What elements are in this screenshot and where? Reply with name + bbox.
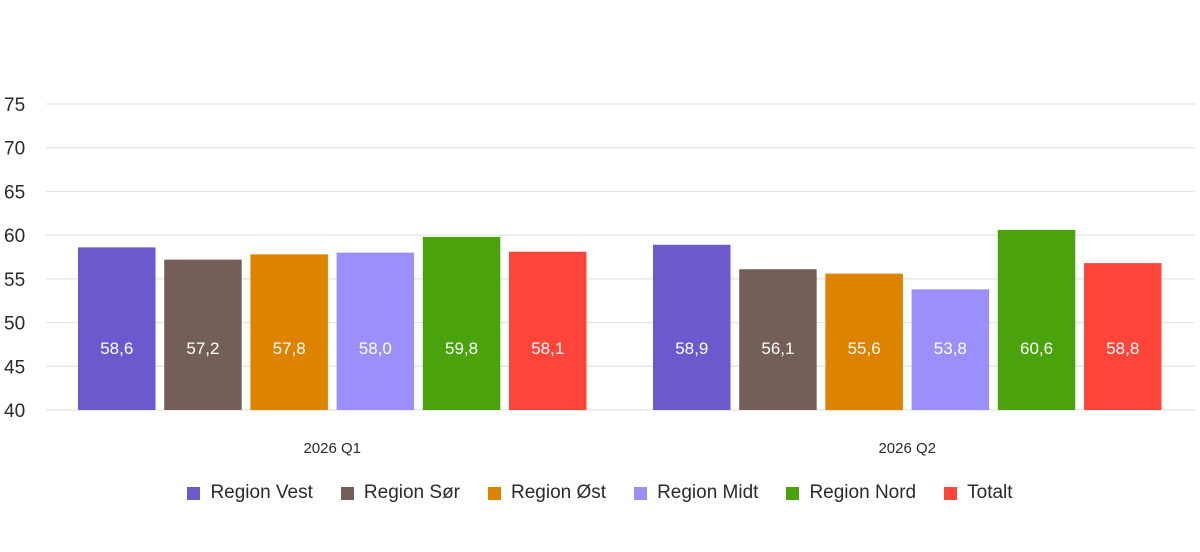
bar-data-label: 53,8 <box>934 339 967 358</box>
x-tick-label: 2026 Q1 <box>303 440 361 457</box>
y-tick-label: 50 <box>4 314 25 335</box>
bar <box>509 251 587 410</box>
legend-item[interactable]: Region Sør <box>340 482 461 504</box>
bar <box>911 289 990 410</box>
bar-data-label: 55,6 <box>848 339 881 358</box>
y-tick-label: 60 <box>4 226 25 247</box>
legend-swatch <box>187 486 201 500</box>
legend-item[interactable]: Totalt <box>944 482 1013 504</box>
legend-item[interactable]: Region Midt <box>634 482 758 504</box>
legend-item[interactable]: Region Nord <box>786 482 916 504</box>
legend-label: Region Sør <box>363 482 461 503</box>
y-axis-tick-labels: 40 45 50 55 60 65 70 75 <box>4 95 25 422</box>
bar-data-label: 60,6 <box>1020 339 1053 358</box>
legend-label: Region Øst <box>511 482 607 503</box>
bar <box>653 244 731 410</box>
bar-data-label: 58,6 <box>100 339 133 358</box>
y-tick-label: 40 <box>4 401 25 422</box>
x-axis-tick-labels: 2026 Q1 2026 Q2 <box>303 440 936 457</box>
bar-data-label: 58,8 <box>1106 339 1139 358</box>
bar-data-label: 58,0 <box>359 339 392 358</box>
legend-swatch <box>488 486 502 500</box>
y-tick-label: 55 <box>4 270 25 291</box>
bar-data-label: 59,8 <box>445 339 478 358</box>
bar <box>997 229 1076 410</box>
legend: Region Vest Region Sør Region Øst Region Mi… <box>0 478 1200 508</box>
bar <box>164 259 242 410</box>
legend-label: Region Midt <box>657 482 759 503</box>
legend-swatch <box>944 486 958 500</box>
legend-label: Region Nord <box>809 482 917 503</box>
y-tick-label: 70 <box>4 139 25 160</box>
legend-item[interactable]: Region Vest <box>187 482 313 504</box>
legend-label: Region Vest <box>210 482 313 503</box>
y-tick-label: 75 <box>4 95 25 116</box>
x-tick-label: 2026 Q2 <box>878 440 936 457</box>
bar-data-label: 58,9 <box>675 339 708 358</box>
legend-swatch <box>634 486 648 500</box>
bar <box>825 273 903 410</box>
bar-data-label: 57,8 <box>273 339 306 358</box>
bar <box>739 269 817 410</box>
bar <box>250 254 328 410</box>
bar-data-label: 56,1 <box>761 339 794 358</box>
bars <box>78 229 1162 410</box>
y-tick-label: 65 <box>4 182 25 203</box>
legend-label: Totalt <box>967 482 1013 503</box>
legend-item[interactable]: Region Øst <box>488 482 606 504</box>
bar-data-labels: 58,6 57,2 57,8 58,0 59,8 58,1 58,9 56,1 55,6 53,8… <box>100 339 1139 358</box>
bar-data-label: 57,2 <box>186 339 219 358</box>
bar-data-label: 58,1 <box>531 339 564 358</box>
y-tick-label: 45 <box>4 357 25 378</box>
bar <box>422 236 501 410</box>
bar <box>336 252 415 410</box>
legend-swatch <box>786 486 800 500</box>
legend-swatch <box>340 486 354 500</box>
bar <box>1084 263 1162 410</box>
bar <box>78 247 156 410</box>
